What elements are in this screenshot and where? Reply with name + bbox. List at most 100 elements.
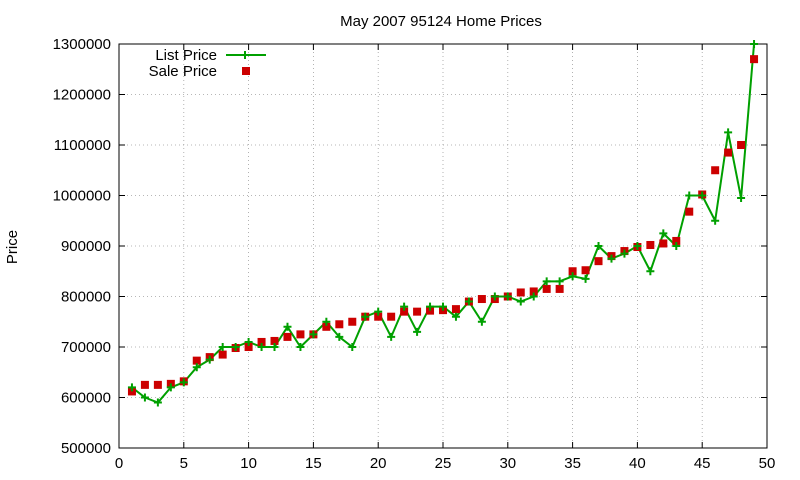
y-tick-label: 900000 <box>61 238 111 255</box>
list-price-point <box>361 312 370 321</box>
y-tick-label: 800000 <box>61 289 111 306</box>
list-price-point <box>218 343 227 351</box>
sale-price-point <box>322 322 331 331</box>
list-price-point <box>737 194 746 203</box>
x-tick-label: 25 <box>435 455 452 472</box>
list-price-point <box>192 363 201 372</box>
list-price-point <box>439 302 447 311</box>
list-price-point <box>529 292 538 301</box>
list-price-point <box>309 330 318 339</box>
list-price-point <box>711 216 720 225</box>
list-price-point <box>413 327 422 336</box>
y-tick-label: 1300000 <box>53 36 111 53</box>
sale-price-point <box>737 141 746 149</box>
sale-price-point <box>335 320 344 329</box>
list-price-point <box>594 242 603 250</box>
sale-price-point <box>724 148 733 157</box>
sale-price-point <box>477 295 486 304</box>
x-tick-label: 50 <box>759 455 776 472</box>
list-price-point <box>244 337 253 346</box>
sale-price-point <box>750 55 759 64</box>
legend-marker-sale-price <box>242 67 250 75</box>
sale-price-point <box>192 356 201 365</box>
x-tick-label: 30 <box>499 455 516 472</box>
y-tick-label: 600000 <box>61 390 111 407</box>
sale-price-point <box>348 317 357 326</box>
legend-marker-list-price <box>241 51 249 59</box>
sale-price-point <box>529 287 538 296</box>
sale-price-point <box>646 240 655 249</box>
sale-price-point <box>711 166 720 175</box>
list-price-point <box>490 292 499 301</box>
sale-price-point <box>140 380 149 389</box>
sale-price-point <box>257 337 266 346</box>
list-price-point <box>374 307 383 316</box>
sale-price-point <box>555 284 564 293</box>
list-price-point <box>153 398 162 407</box>
sale-price-point <box>296 330 305 339</box>
y-tick-label: 1200000 <box>53 87 111 104</box>
sale-price-point <box>283 332 292 341</box>
x-tick-label: 40 <box>629 455 646 472</box>
sale-price-point <box>659 239 668 248</box>
sale-price-point <box>516 288 525 297</box>
sale-price-point <box>426 306 435 315</box>
list-price-point <box>633 242 642 250</box>
sale-price-point <box>218 350 227 359</box>
list-price-point <box>672 242 681 250</box>
list-price-point <box>387 332 396 341</box>
sale-price-point <box>387 312 396 321</box>
list-price-point <box>257 343 266 351</box>
list-price-point <box>400 302 409 311</box>
sale-price-point <box>542 284 551 293</box>
list-price-point <box>646 267 655 276</box>
list-price-point <box>335 332 344 341</box>
axis-ticks: 0 5 10 15 20 25 30 35 40 45 50 500000 600000 700000 80… <box>53 36 776 472</box>
list-price-point <box>607 254 616 263</box>
list-price-point <box>659 229 668 238</box>
legend: List Price Sale Price <box>149 47 266 80</box>
list-price-point <box>166 383 175 392</box>
x-tick-label: 0 <box>115 455 123 472</box>
sale-price-point <box>244 343 253 351</box>
list-price-point <box>620 249 629 258</box>
chart-title: May 2007 95124 Home Prices <box>340 13 542 30</box>
list-price-point <box>503 292 512 301</box>
sale-price-point <box>568 267 577 276</box>
sale-price-point <box>153 380 162 389</box>
y-tick-label: 1000000 <box>53 188 111 205</box>
list-price-point <box>516 297 525 306</box>
sale-price-point <box>672 236 681 245</box>
sale-price-point <box>594 257 603 266</box>
legend-label-sale-price: Sale Price <box>149 63 217 80</box>
x-tick-label: 20 <box>370 455 387 472</box>
y-tick-label: 1100000 <box>54 137 111 154</box>
sale-price-point <box>413 307 422 316</box>
list-price-point <box>464 297 473 306</box>
x-tick-label: 15 <box>305 455 322 472</box>
list-price-point <box>581 274 590 283</box>
list-price-point <box>322 317 331 326</box>
list-price-point <box>426 302 435 311</box>
sale-price-point <box>451 305 460 314</box>
list-price-point <box>451 312 460 321</box>
list-price-point <box>555 277 564 286</box>
list-price-point <box>348 343 357 351</box>
list-price-point <box>283 322 292 331</box>
sale-price-point <box>400 307 409 316</box>
sale-price-point <box>270 336 279 345</box>
list-price-point <box>750 40 759 48</box>
sale-price-point <box>581 266 590 275</box>
list-price-point <box>296 343 305 351</box>
list-price-point <box>724 128 733 137</box>
y-tick-label: 500000 <box>61 440 111 457</box>
y-axis-label: Price <box>4 230 21 264</box>
legend-label-list-price: List Price <box>155 47 217 64</box>
list-price-point <box>140 393 149 402</box>
sale-price-point <box>374 312 383 321</box>
list-price-point <box>127 383 136 392</box>
list-price-point <box>270 343 279 351</box>
list-price-point <box>179 378 188 387</box>
list-price-point <box>477 317 486 326</box>
list-price-point <box>231 343 240 351</box>
